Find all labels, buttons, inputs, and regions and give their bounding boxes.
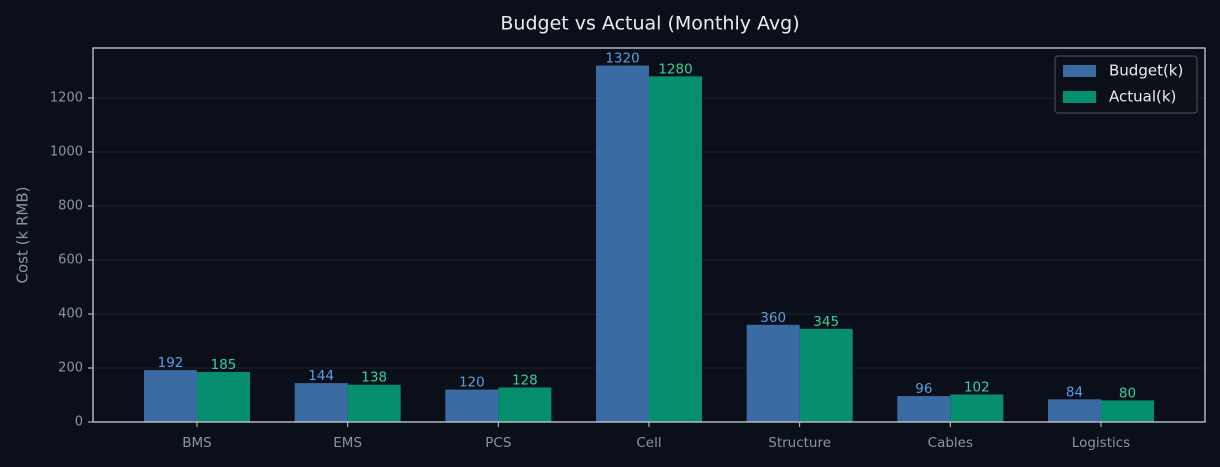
y-tick-label: 400 xyxy=(58,306,83,321)
bar xyxy=(347,384,401,422)
plot-frame xyxy=(92,47,1206,423)
bar xyxy=(950,394,1004,422)
value-label: 1320 xyxy=(605,51,639,67)
bar xyxy=(799,328,853,422)
legend-swatch xyxy=(1063,91,1096,103)
bar xyxy=(445,389,499,422)
value-label: 138 xyxy=(361,370,387,386)
bar xyxy=(746,324,800,422)
value-label: 345 xyxy=(813,314,839,330)
bar xyxy=(897,396,951,422)
value-label: 1280 xyxy=(658,61,692,77)
value-label: 80 xyxy=(1119,385,1136,401)
x-tick-label: Logistics xyxy=(1072,435,1130,451)
value-label: 96 xyxy=(915,381,932,397)
y-tick-label: 1200 xyxy=(50,90,83,105)
legend-swatch xyxy=(1063,65,1096,77)
value-label: 120 xyxy=(459,375,485,391)
bar xyxy=(294,383,348,422)
x-tick-label: BMS xyxy=(182,435,211,451)
y-tick-label: 600 xyxy=(58,252,83,267)
chart-title: Budget vs Actual (Monthly Avg) xyxy=(500,13,799,35)
y-tick-label: 800 xyxy=(58,198,83,213)
value-label: 144 xyxy=(308,368,334,384)
y-axis-label: Cost (k RMB) xyxy=(14,187,32,284)
value-label: 128 xyxy=(512,372,538,388)
legend-label: Budget(k) xyxy=(1109,62,1183,80)
bar xyxy=(1101,400,1154,422)
x-tick-label: Cell xyxy=(636,435,661,451)
bar xyxy=(596,65,649,423)
value-label: 185 xyxy=(211,357,237,373)
bar xyxy=(649,76,702,422)
x-tick-label: PCS xyxy=(485,435,511,451)
y-tick-label: 0 xyxy=(75,415,83,430)
value-label: 102 xyxy=(964,379,990,395)
y-tick-label: 1000 xyxy=(50,144,83,159)
bar xyxy=(498,387,552,422)
x-tick-label: Cables xyxy=(928,435,973,451)
legend-label: Actual(k) xyxy=(1109,88,1176,106)
y-tick-label: 200 xyxy=(58,360,83,375)
bar xyxy=(197,372,250,422)
value-label: 360 xyxy=(760,310,786,326)
value-label: 192 xyxy=(158,355,184,371)
bar xyxy=(144,370,197,422)
bar xyxy=(1048,399,1101,422)
value-label: 84 xyxy=(1066,384,1083,400)
x-tick-label: EMS xyxy=(333,435,362,451)
x-tick-label: Structure xyxy=(768,435,831,451)
